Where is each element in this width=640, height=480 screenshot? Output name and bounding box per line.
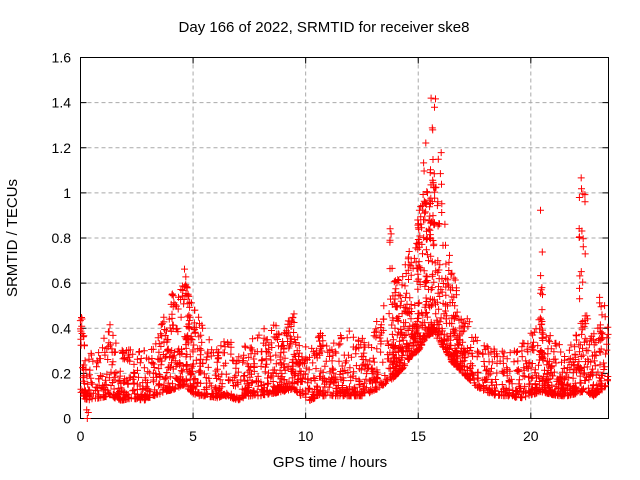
scatter-points [76,94,612,422]
x-tick-label: 5 [189,428,197,444]
plot-border-and-ticks [80,57,609,419]
x-tick-label: 15 [410,428,426,444]
y-axis-label: SRMTID / TECUs [4,179,21,297]
y-tick-label: 0 [63,411,71,427]
x-tick-label: 10 [298,428,314,444]
y-tick-label: 0.8 [52,230,72,246]
scatter-points-path [76,94,612,422]
tick-labels: 0 5 10 15 20 0 0.2 0.4 0.6 0.8 1 1.2 1.4 1.6 [52,50,539,445]
y-tick-label: 0.4 [52,320,72,336]
y-tick-label: 0.6 [52,275,72,291]
chart-title: Day 166 of 2022, SRMTID for receiver ske… [179,19,470,36]
x-axis-label: GPS time / hours [273,454,387,471]
x-tick-label: 20 [523,428,539,444]
y-tick-label: 1.4 [52,95,72,111]
y-tick-label: 0.2 [52,365,72,381]
y-tick-label: 1.6 [52,50,72,66]
y-tick-label: 1 [63,185,71,201]
y-tick-label: 1.2 [52,140,72,156]
x-tick-label: 0 [77,428,85,444]
